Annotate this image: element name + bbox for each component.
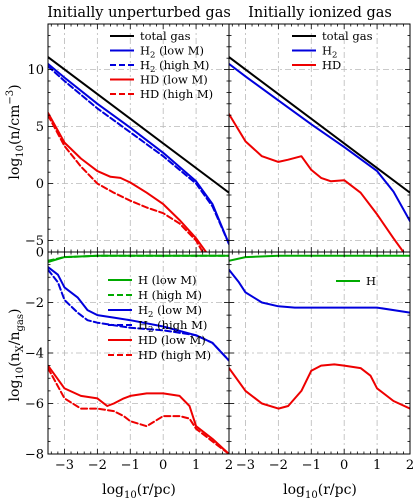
y-axis-label-bottom: log10(nX/ngas) xyxy=(7,309,26,402)
legend-label: H2 (high M) xyxy=(140,58,209,75)
x-axis-label-left: log10(r/pc) xyxy=(102,482,176,501)
x-tick-label: −2 xyxy=(269,458,288,473)
y-tick-label: 0 xyxy=(36,246,44,261)
y-axis-label-top: log10(n/cm−3) xyxy=(5,84,26,179)
plot-frame xyxy=(228,251,411,455)
y-tick-label: −8 xyxy=(25,448,44,463)
legend-label: HD xyxy=(322,58,341,72)
svg-text:log10(nX/ngas): log10(nX/ngas) xyxy=(7,309,26,402)
x-tick-label: 1 xyxy=(373,458,381,473)
y-tick-label: 0 xyxy=(36,177,44,192)
series-line xyxy=(48,367,229,454)
series-line xyxy=(48,56,229,194)
legend: H (low M)H (high M)H2 (low M)H2 (high M)… xyxy=(108,273,211,362)
panel-3: −3 −2 −1 0 1 2−8−6−4−20H (low M)H (high M)H2 … xyxy=(25,246,233,474)
legend-label: H2 (low M) xyxy=(138,303,202,320)
legend-label: H xyxy=(366,274,376,288)
legend-label: total gas xyxy=(140,29,191,43)
series-line xyxy=(48,65,229,245)
legend-label: HD (high M) xyxy=(140,87,213,101)
panel-title-left: Initially unperturbed gas xyxy=(47,5,231,21)
legend-label: HD (high M) xyxy=(138,348,211,362)
series-line xyxy=(48,268,229,362)
panel-4: −3 −2 −1 0 1 2 H xyxy=(228,251,414,473)
x-tick-label: 1 xyxy=(192,458,200,473)
series-line xyxy=(48,254,229,262)
x-tick-label: −3 xyxy=(236,458,255,473)
legend-label: H (low M) xyxy=(138,273,197,287)
x-tick-label: 0 xyxy=(340,458,348,473)
x-tick-label: −1 xyxy=(121,458,140,473)
legend-label: H2 (high M) xyxy=(138,318,207,335)
legend-label: H (high M) xyxy=(138,288,202,302)
y-tick-label: −4 xyxy=(25,347,44,362)
x-axis-label-right: log10(r/pc) xyxy=(283,482,357,501)
y-tick-label: −2 xyxy=(25,296,44,311)
series-line xyxy=(48,114,204,252)
series-line xyxy=(229,113,405,252)
plot-frame xyxy=(228,23,411,253)
panel-title-right: Initially ionized gas xyxy=(248,5,392,21)
x-tick-label: 0 xyxy=(159,458,167,473)
series-line xyxy=(48,266,229,362)
series-line xyxy=(48,62,229,245)
svg-text:log10(r/pc): log10(r/pc) xyxy=(283,482,357,501)
x-tick-label: −1 xyxy=(302,458,321,473)
x-tick-label: −3 xyxy=(55,458,74,473)
series-line xyxy=(229,56,410,194)
legend-label: HD (low M) xyxy=(138,333,206,347)
series-line xyxy=(48,111,207,252)
series-line xyxy=(229,62,410,223)
y-tick-label: −6 xyxy=(25,397,44,412)
y-tick-label: 10 xyxy=(27,63,44,78)
x-tick-label: 2 xyxy=(406,458,414,473)
svg-text:log10(r/pc): log10(r/pc) xyxy=(102,482,176,501)
x-tick-label: −2 xyxy=(88,458,107,473)
series-line xyxy=(48,364,229,454)
y-tick-label: −5 xyxy=(25,234,44,249)
legend-label: H2 (low M) xyxy=(140,44,204,61)
legend-label: HD (low M) xyxy=(140,73,208,87)
legend: H xyxy=(336,274,376,288)
svg-text:log10(n/cm−3): log10(n/cm−3) xyxy=(5,84,26,179)
series-line xyxy=(229,268,410,314)
legend-label: total gas xyxy=(322,29,373,43)
series-line xyxy=(229,363,410,410)
x-tick-label: 2 xyxy=(225,458,233,473)
y-tick-label: 5 xyxy=(36,120,44,135)
series-line xyxy=(229,254,410,262)
